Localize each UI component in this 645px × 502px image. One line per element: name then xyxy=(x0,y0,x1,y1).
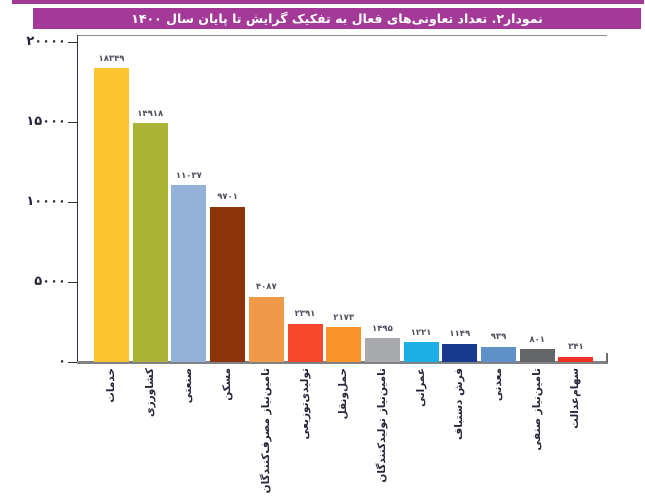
y-tick-label: ۱۵۰۰۰ xyxy=(26,114,66,129)
bar xyxy=(287,323,323,362)
bar xyxy=(481,346,516,362)
bar xyxy=(210,206,246,362)
bar-value-label: ۹۳۹ xyxy=(490,332,507,343)
category-label: تامین‌نیاز تولیدکنندگان xyxy=(375,368,388,483)
bar-value-label: ۲۳۹۱ xyxy=(294,309,316,320)
category-label: فرش دستباف xyxy=(453,368,466,440)
bar xyxy=(94,68,129,362)
category-label: عمرانی xyxy=(414,368,427,407)
chart-title-banner: نمودار۲. تعداد تعاونی‌های فعال به تفکیک … xyxy=(33,8,641,29)
x-axis-end-tick xyxy=(606,353,608,363)
y-tick-mark xyxy=(68,121,77,123)
x-axis-line xyxy=(77,361,608,364)
bar xyxy=(403,342,439,362)
bar-value-label: ۱۱۴۹ xyxy=(449,329,471,340)
bar-value-label: ۹۷۰۱ xyxy=(217,192,238,203)
bar xyxy=(248,296,284,362)
bar xyxy=(442,343,478,362)
bar-value-label: ۱۲۲۱ xyxy=(410,327,432,338)
y-tick-mark xyxy=(68,201,77,203)
bar xyxy=(558,356,594,362)
y-axis-line xyxy=(77,35,78,363)
bar xyxy=(326,327,362,362)
category-label: حمل‌ونقل xyxy=(337,368,350,420)
category-label: صنعتی xyxy=(182,368,195,404)
y-tick-label: ۲۰۰۰۰ xyxy=(26,34,66,49)
y-tick-label: ۵۰۰۰ xyxy=(34,274,66,289)
bar-value-label: ۱۴۹۱۸ xyxy=(137,108,164,119)
category-label: تامین‌نیاز صنفی xyxy=(530,368,543,451)
category-label: معدنی xyxy=(492,368,504,402)
bar-value-label: ۱۱۰۳۷ xyxy=(175,170,202,181)
y-tick-mark xyxy=(68,361,77,363)
previous-banner-edge xyxy=(12,0,644,4)
category-label: کشاورزی xyxy=(143,368,156,417)
plot-top-border xyxy=(77,35,607,36)
category-label: سهام‌عدالت xyxy=(569,368,582,429)
bar xyxy=(171,185,207,362)
category-label: تولیدی‌توزیعی xyxy=(298,368,311,440)
bar xyxy=(364,338,400,362)
category-label: مسکن xyxy=(221,368,234,401)
chart-title: نمودار۲. تعداد تعاونی‌های فعال به تفکیک … xyxy=(131,11,543,26)
y-tick-label: ۰ xyxy=(58,354,66,369)
bar-value-label: ۲۱۷۳ xyxy=(333,312,355,323)
y-tick-label: ۱۰۰۰۰ xyxy=(26,194,66,209)
bar-value-label: ۴۰۸۷ xyxy=(255,282,277,293)
bar-value-label: ۱۴۹۵ xyxy=(372,323,393,334)
y-tick-mark xyxy=(68,41,77,43)
bar xyxy=(132,123,168,362)
bar xyxy=(519,349,555,362)
bar-value-label: ۱۸۳۴۹ xyxy=(98,53,125,64)
y-tick-mark xyxy=(68,281,77,283)
bar-value-label: ۸۰۱ xyxy=(529,334,545,345)
category-label: تامین‌نیاز مصرف‌کنندگان xyxy=(259,368,272,494)
bar-value-label: ۳۴۱ xyxy=(568,342,584,353)
category-label: خدمات xyxy=(105,368,117,403)
